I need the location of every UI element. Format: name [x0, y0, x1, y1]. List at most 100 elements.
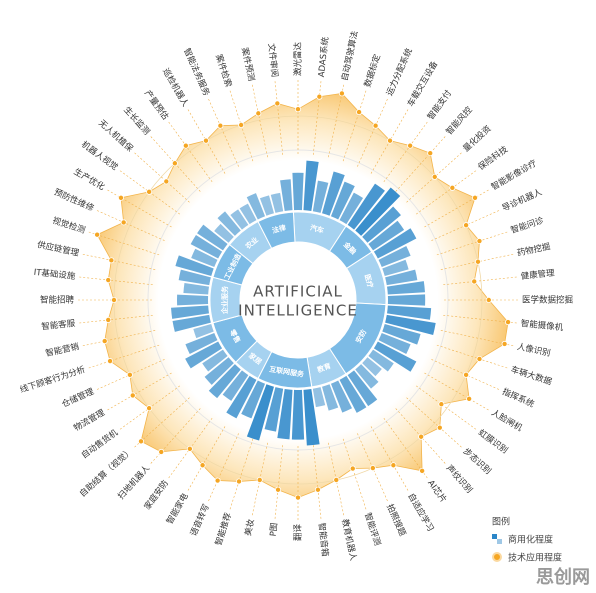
sector-label: 汽车: [309, 223, 325, 235]
spoke: [342, 90, 367, 162]
bar: [178, 269, 211, 286]
category-label: 声纹识别: [444, 463, 475, 496]
spoke: [443, 276, 517, 286]
bar: [291, 389, 305, 440]
tech-point: [111, 296, 118, 303]
spoke: [440, 330, 514, 347]
tech-point: [94, 231, 101, 238]
bar: [259, 195, 274, 216]
bar: [322, 384, 339, 411]
category-label: AI芯片: [425, 478, 449, 505]
category-label: ADAS系统: [316, 36, 331, 78]
bar: [362, 357, 382, 377]
watermark: 思创网: [536, 566, 590, 588]
tech-point: [501, 340, 508, 347]
spoke: [415, 170, 477, 215]
category-label: 车载交互设备: [405, 59, 440, 109]
bar: [171, 305, 209, 319]
tech-point: [427, 150, 434, 157]
spoke: [134, 152, 190, 203]
tech-point: [349, 465, 356, 472]
category-label: 人像识别: [516, 341, 552, 359]
category-label: 智能影像诊疗: [489, 157, 539, 192]
tech-point: [146, 188, 153, 195]
tech-point: [294, 494, 301, 501]
category-label: 激光雷达: [293, 41, 304, 76]
category-label: 导诊机器人: [500, 186, 544, 214]
bar: [264, 387, 284, 432]
category-label: 智能摄像机: [520, 318, 564, 333]
category-label: 视觉检测: [51, 215, 87, 236]
category-label: 人脸闸机: [489, 407, 524, 434]
tech-point: [238, 122, 245, 129]
bar: [387, 305, 432, 320]
tech-point: [202, 137, 209, 144]
spoke: [383, 417, 428, 479]
tech-point: [386, 137, 393, 144]
bar: [202, 349, 228, 372]
category-label: 智能招聘: [40, 295, 75, 306]
category-label: 文件审阅: [266, 43, 280, 78]
category-label: 生产优化: [72, 166, 107, 193]
tech-point: [419, 467, 426, 474]
bar: [292, 172, 304, 211]
category-label: 无人机植保: [96, 118, 135, 155]
tech-point: [316, 93, 323, 100]
tech-point: [101, 338, 108, 345]
category-label: 量化投资: [461, 123, 494, 154]
sector-label: 企业服务: [220, 285, 229, 315]
category-label: 药物挖掘: [516, 241, 552, 259]
bar: [230, 209, 249, 230]
tech-point: [120, 219, 127, 226]
bar: [270, 192, 284, 213]
tech-point: [431, 173, 438, 180]
spoke: [187, 426, 226, 491]
bar: [222, 370, 249, 401]
category-label: 产量预估: [142, 88, 171, 122]
bar: [347, 370, 378, 407]
bar: [368, 349, 394, 372]
bar: [330, 181, 355, 220]
tech-point: [129, 392, 136, 399]
spoke: [79, 276, 153, 286]
tech-point: [418, 433, 425, 440]
tech-point: [274, 100, 281, 107]
category-label: 美妆: [243, 517, 257, 536]
tech-point: [138, 438, 145, 445]
bar: [217, 211, 241, 236]
bar: [387, 281, 425, 295]
tech-point: [372, 122, 379, 129]
category-label: 医学数据挖掘: [522, 295, 573, 306]
category-label: 步态识别: [461, 446, 494, 477]
bar: [382, 259, 409, 276]
tech-point: [472, 194, 479, 201]
category-label: 扫地机器人: [116, 462, 153, 501]
spoke: [328, 84, 345, 158]
tech-point: [186, 445, 193, 452]
bar: [387, 294, 426, 306]
spoke: [383, 121, 428, 183]
category-label: 翻译: [294, 524, 304, 542]
bar: [303, 160, 319, 211]
spoke: [134, 397, 190, 448]
legend-label: 技术应用程度: [508, 552, 562, 564]
bar: [355, 364, 379, 389]
category-label: 智能风控: [444, 104, 475, 137]
spoke: [229, 438, 254, 510]
tech-point: [474, 258, 481, 265]
category-label: 家庭安防: [142, 478, 171, 512]
bar: [176, 294, 209, 306]
spoke: [88, 344, 160, 369]
spoke: [274, 445, 284, 519]
spoke: [274, 81, 284, 155]
bar: [172, 314, 211, 332]
bar: [373, 228, 417, 259]
tech-point: [294, 106, 301, 113]
spoke: [312, 81, 322, 155]
spoke: [424, 189, 489, 228]
tech-point: [236, 478, 243, 485]
spoke: [107, 189, 172, 228]
spoke: [406, 397, 462, 448]
